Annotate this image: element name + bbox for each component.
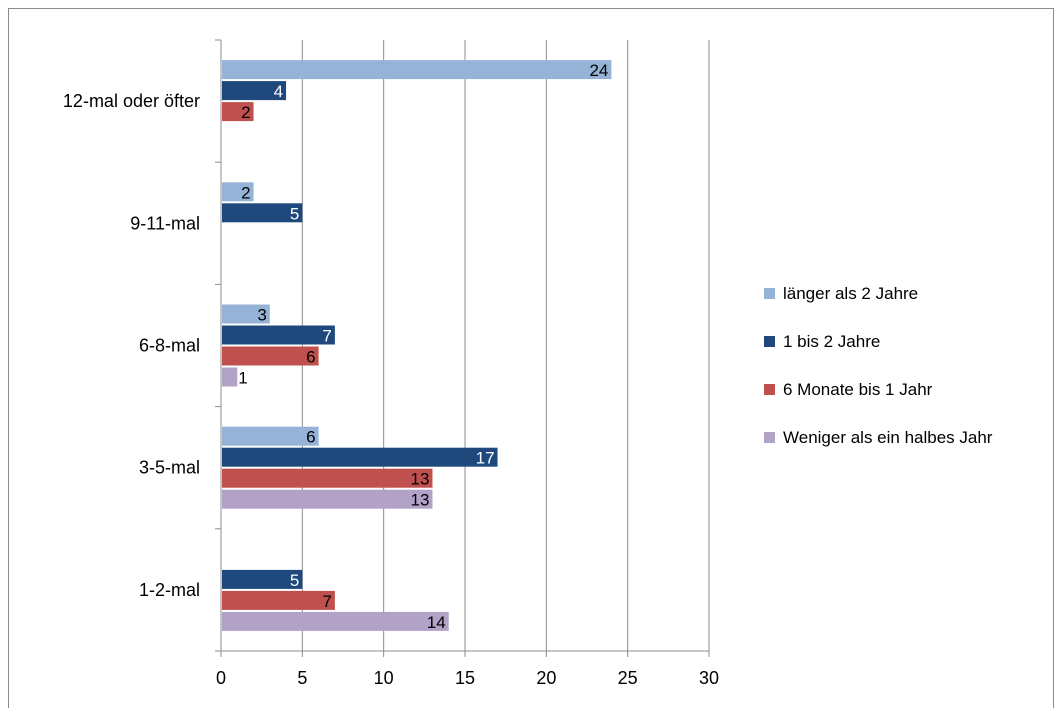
x-tick-label: 5 [297, 668, 307, 688]
data-label: 6 [306, 348, 315, 367]
data-label: 2 [241, 103, 250, 122]
x-tick-label: 25 [618, 668, 638, 688]
x-tick-label: 30 [699, 668, 719, 688]
legend-swatch [764, 336, 775, 347]
category-label: 3-5-mal [139, 458, 200, 478]
data-label: 2 [241, 183, 250, 202]
bar [222, 182, 254, 202]
bar [222, 60, 612, 80]
bar [222, 102, 254, 122]
x-tick-label: 20 [536, 668, 556, 688]
category-label: 12-mal oder öfter [63, 91, 200, 111]
bar [222, 81, 287, 101]
category-label: 9-11-mal [130, 213, 200, 233]
legend-entry: Weniger als ein halbes Jahr [783, 428, 993, 447]
bar [222, 426, 319, 446]
bar [222, 346, 319, 366]
category-label: 6-8-mal [139, 336, 200, 356]
legend-swatch [764, 288, 775, 299]
legend-entry: 6 Monate bis 1 Jahr [783, 380, 933, 399]
data-label: 5 [290, 571, 299, 590]
data-label: 13 [411, 470, 430, 489]
data-label: 17 [476, 449, 495, 468]
data-label: 7 [322, 592, 331, 611]
bar [222, 447, 498, 467]
category-label: 1-2-mal [139, 580, 200, 600]
data-label: 24 [589, 61, 608, 80]
data-label: 5 [290, 204, 299, 223]
legend-entry: länger als 2 Jahre [783, 284, 918, 303]
bar [222, 304, 270, 324]
data-label: 6 [306, 428, 315, 447]
bar [222, 325, 335, 345]
bar [222, 489, 433, 509]
x-tick-label: 15 [455, 668, 475, 688]
legend-entry: 1 bis 2 Jahre [783, 332, 880, 351]
data-label: 4 [274, 82, 283, 101]
bar [222, 590, 335, 610]
x-tick-label: 0 [216, 668, 226, 688]
bar [222, 569, 303, 589]
x-tick-label: 10 [374, 668, 394, 688]
bar [222, 203, 303, 223]
bar [222, 611, 449, 631]
chart-frame [8, 8, 1054, 708]
data-label: 13 [411, 491, 430, 510]
bar [222, 367, 238, 387]
data-label: 3 [257, 306, 266, 325]
legend-swatch [764, 432, 775, 443]
legend-swatch [764, 384, 775, 395]
bar [222, 468, 433, 488]
data-label: 1 [238, 369, 247, 388]
data-label: 14 [427, 613, 446, 632]
data-label: 7 [322, 327, 331, 346]
